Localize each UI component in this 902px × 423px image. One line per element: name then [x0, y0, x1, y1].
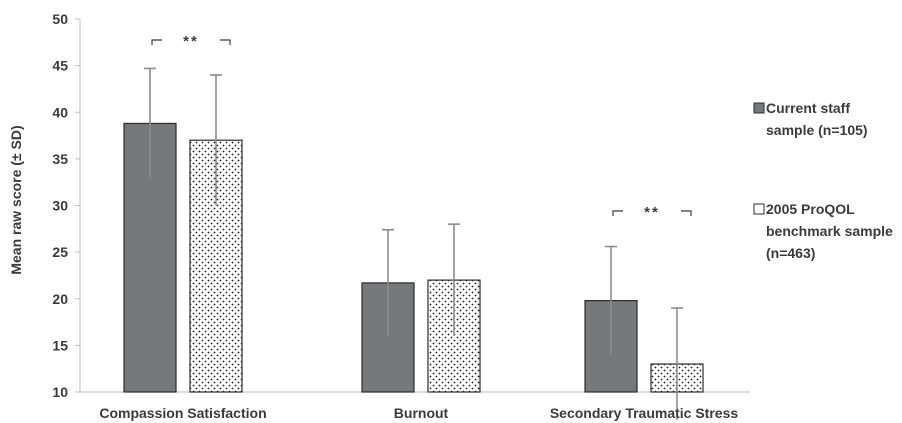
y-axis-ticks: 10 15 20 25 30 35 40 45 50 — [52, 11, 80, 400]
y-tick-label: 15 — [52, 337, 68, 353]
legend-label: benchmark sample — [766, 223, 893, 239]
significance-label: ** — [183, 33, 199, 50]
significance-group: ** ** — [151, 33, 692, 221]
legend: Current staff sample (n=105) 2005 ProQOL be… — [753, 100, 893, 261]
error-bars-group — [144, 67, 683, 420]
bars-group — [123, 122, 704, 393]
significance-label: ** — [644, 204, 660, 221]
y-tick-label: 10 — [52, 384, 68, 400]
y-tick-label: 40 — [52, 104, 68, 120]
legend-label: 2005 ProQOL — [766, 201, 855, 217]
y-tick-label: 45 — [52, 58, 68, 74]
category-label: Burnout — [394, 405, 449, 421]
category-label: Compassion Satisfaction — [99, 405, 266, 421]
legend-swatch-benchmark — [753, 203, 765, 215]
legend-label: sample (n=105) — [766, 122, 868, 138]
significance-bracket-left — [612, 210, 623, 216]
category-labels: Compassion Satisfaction Burnout Secondary … — [99, 405, 738, 421]
legend-label: Current staff — [766, 100, 850, 116]
y-tick-label: 25 — [52, 244, 68, 260]
category-label: Secondary Traumatic Stress — [550, 405, 739, 421]
significance-bracket-right — [681, 210, 692, 216]
significance-bracket-right — [220, 39, 231, 45]
y-axis-label: Mean raw score (± SD) — [8, 125, 24, 274]
y-tick-label: 30 — [52, 198, 68, 214]
legend-swatch-current-staff — [753, 102, 765, 114]
significance-bracket-left — [151, 39, 162, 45]
y-tick-label: 50 — [52, 11, 68, 27]
y-tick-label: 35 — [52, 151, 68, 167]
y-tick-label: 20 — [52, 291, 68, 307]
legend-label: (n=463) — [766, 245, 815, 261]
